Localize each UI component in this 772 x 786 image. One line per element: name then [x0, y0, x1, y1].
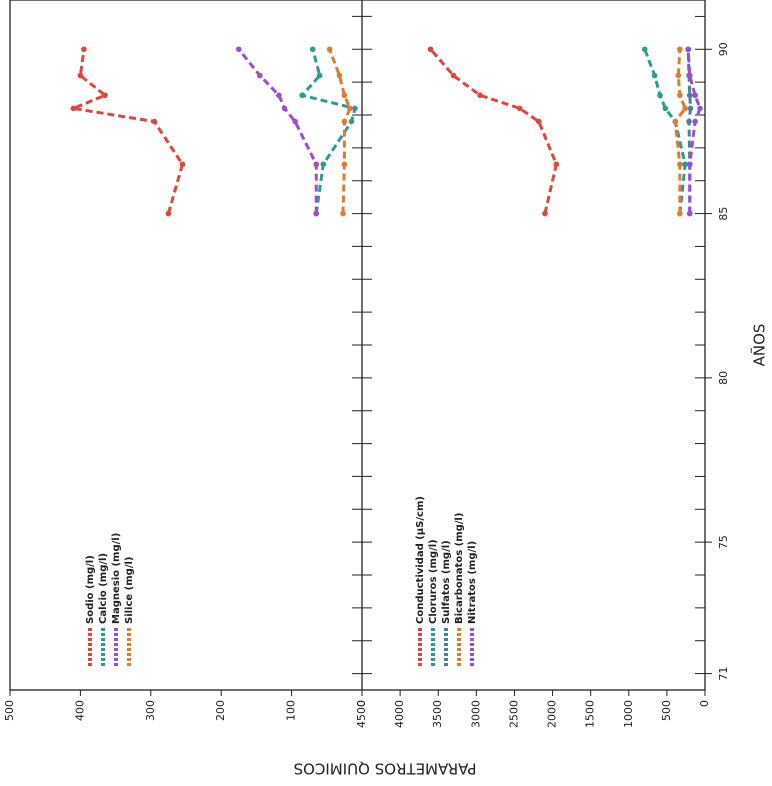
y-tick-label: 400 — [73, 700, 86, 721]
point — [692, 92, 698, 99]
point — [641, 46, 648, 53]
line — [67, 49, 185, 214]
point — [352, 105, 358, 112]
legend-label: Conductividad (µS/cm) — [415, 496, 426, 624]
point — [553, 161, 560, 168]
point — [165, 210, 172, 217]
x-axis-label: AÑOS — [750, 324, 769, 367]
x-tick-label: 90 — [717, 42, 730, 56]
point — [516, 105, 523, 112]
point — [682, 161, 688, 168]
point — [281, 105, 288, 112]
legend-label: Calcio (mg/l) — [98, 553, 109, 624]
point — [70, 105, 77, 112]
point — [179, 161, 186, 168]
y-tick-label: 1500 — [584, 700, 597, 728]
point — [313, 161, 320, 168]
point — [316, 72, 323, 79]
line — [237, 48, 318, 214]
point — [651, 72, 658, 79]
point — [340, 210, 346, 217]
y-tick-label: 3500 — [431, 700, 444, 728]
y-tick-label: 4000 — [393, 700, 406, 728]
point — [687, 105, 694, 112]
legend-label: Sulfatos (mg/l) — [441, 540, 452, 624]
legend-label: Magnesio (mg/l) — [111, 533, 122, 624]
point — [341, 92, 348, 99]
point — [292, 118, 298, 125]
line — [299, 48, 357, 214]
point — [536, 118, 542, 125]
point — [675, 72, 682, 79]
x-tick-label: 75 — [717, 535, 730, 549]
y-tick-label: 0 — [355, 700, 368, 707]
y-tick-label: 100 — [285, 700, 298, 721]
y-tick-label: 300 — [144, 700, 157, 721]
point — [341, 161, 348, 168]
point — [320, 161, 327, 168]
legend-label: Sodio (mg/l) — [85, 555, 96, 624]
y-tick-label: 3000 — [469, 700, 482, 728]
y-tick-label: 200 — [214, 700, 227, 721]
y-tick-label: 1000 — [622, 700, 635, 728]
point — [686, 210, 693, 217]
legend-label: Silice (mg/l) — [124, 557, 135, 624]
point — [682, 105, 688, 112]
point — [450, 72, 457, 79]
point — [151, 118, 158, 125]
point — [677, 46, 683, 53]
point — [657, 92, 663, 99]
point — [341, 118, 348, 125]
y-axis-label: PARAMETROS QUIMICOS — [294, 760, 477, 778]
point — [672, 118, 679, 125]
y-tick-label: 0 — [698, 700, 711, 707]
point — [686, 72, 693, 79]
y-tick-label: 2000 — [546, 700, 559, 728]
point — [313, 210, 320, 217]
point — [77, 72, 84, 79]
point — [348, 118, 355, 125]
point — [697, 105, 703, 112]
y-tick-label: 500 — [660, 700, 673, 721]
point — [686, 92, 693, 99]
point — [299, 92, 305, 99]
y-tick-label: 2500 — [507, 700, 520, 728]
y-tick-label: 4500 — [355, 700, 368, 728]
point — [326, 46, 333, 53]
point — [692, 118, 698, 125]
point — [686, 118, 692, 125]
x-tick-label: 85 — [717, 207, 730, 221]
point — [347, 105, 353, 112]
legend-label: Nitratos (mg/l) — [467, 541, 478, 624]
point — [685, 46, 692, 53]
point — [309, 46, 316, 53]
point — [276, 92, 282, 99]
point — [677, 161, 683, 168]
legend-label: Cloruros (mg/l) — [428, 539, 439, 624]
point — [686, 161, 693, 168]
point — [257, 72, 263, 79]
x-tick-label: 71 — [717, 667, 730, 681]
legend-label: Bicarbonatos (mg/l) — [454, 513, 465, 624]
point — [477, 92, 483, 99]
point — [336, 72, 343, 79]
y-tick-label: 500 — [3, 700, 16, 721]
x-tick-label: 80 — [717, 371, 730, 385]
point — [662, 105, 669, 112]
point — [542, 210, 548, 217]
point — [677, 210, 683, 217]
point — [81, 46, 87, 53]
point — [102, 92, 108, 99]
point — [236, 46, 242, 53]
line — [429, 48, 558, 214]
point — [677, 92, 683, 99]
point — [427, 46, 434, 53]
